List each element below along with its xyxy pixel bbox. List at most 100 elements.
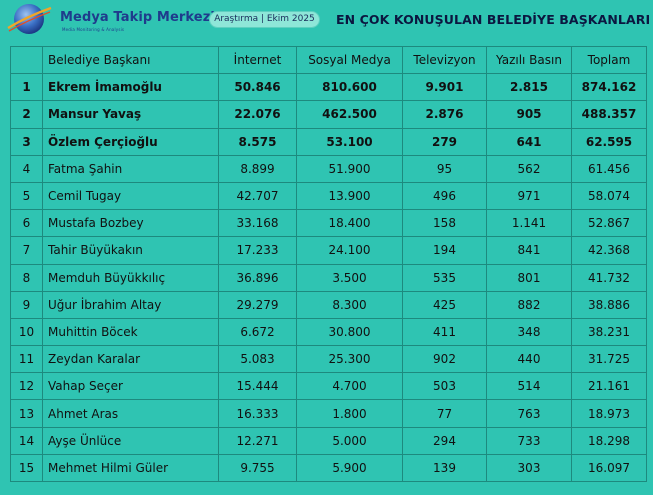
col-header-toplam: Toplam <box>571 45 647 75</box>
cell-internet: 17.233 <box>218 236 297 265</box>
table-row: 9 Uğur İbrahim Altay 29.279 8.300 425 882 38.8… <box>10 290 647 319</box>
cell-sosyal-medya: 462.500 <box>296 100 403 129</box>
cell-rank: 3 <box>10 127 43 156</box>
cell-toplam: 58.074 <box>571 181 647 211</box>
cell-rank: 11 <box>10 345 43 374</box>
cell-toplam: 41.732 <box>571 263 647 292</box>
table-row: 15 Mehmet Hilmi Güler 9.755 5.900 139 303 16.0… <box>10 453 647 483</box>
cell-toplam: 38.886 <box>571 290 647 319</box>
cell-sosyal-medya: 24.100 <box>296 236 403 265</box>
cell-sosyal-medya: 1.800 <box>296 399 403 428</box>
cell-sosyal-medya: 5.900 <box>296 453 403 483</box>
cell-televizyon: 294 <box>402 426 487 455</box>
cell-rank: 4 <box>10 154 43 183</box>
brand-tagline: Media Monitoring & Analysis <box>62 27 125 32</box>
cell-yazili-basin: 841 <box>486 236 572 265</box>
cell-rank: 10 <box>10 317 43 347</box>
table-row: 13 Ahmet Aras 16.333 1.800 77 763 18.973 <box>10 399 647 428</box>
cell-televizyon: 77 <box>402 399 487 428</box>
cell-toplam: 18.298 <box>571 426 647 455</box>
col-header-televizyon: Televizyon <box>402 45 487 75</box>
cell-name: Ekrem İmamoğlu <box>42 73 219 102</box>
cell-rank: 9 <box>10 290 43 319</box>
research-date-badge: Araştırma | Ekim 2025 <box>209 11 320 28</box>
cell-sosyal-medya: 810.600 <box>296 73 403 102</box>
cell-toplam: 16.097 <box>571 453 647 483</box>
cell-name: Muhittin Böcek <box>42 317 219 347</box>
cell-televizyon: 902 <box>402 345 487 374</box>
cell-televizyon: 194 <box>402 236 487 265</box>
cell-internet: 8.575 <box>218 127 297 156</box>
table-header-row: Belediye Başkanı İnternet Sosyal Medya T… <box>10 45 647 75</box>
cell-toplam: 488.357 <box>571 100 647 129</box>
cell-name: Ahmet Aras <box>42 399 219 428</box>
cell-televizyon: 425 <box>402 290 487 319</box>
cell-internet: 9.755 <box>218 453 297 483</box>
table-row: 8 Memduh Büyükkılıç 36.896 3.500 535 801 41.73… <box>10 263 647 292</box>
cell-televizyon: 496 <box>402 181 487 211</box>
cell-yazili-basin: 733 <box>486 426 572 455</box>
cell-rank: 6 <box>10 209 43 238</box>
table-row: 3 Özlem Çerçioğlu 8.575 53.100 279 641 62.595 <box>10 127 647 156</box>
brand-name: Medya Takip Merkezi <box>60 10 215 25</box>
cell-toplam: 42.368 <box>571 236 647 265</box>
table-row: 11 Zeydan Karalar 5.083 25.300 902 440 31.725 <box>10 345 647 374</box>
cell-sosyal-medya: 53.100 <box>296 127 403 156</box>
cell-toplam: 21.161 <box>571 372 647 401</box>
cell-yazili-basin: 971 <box>486 181 572 211</box>
cell-internet: 6.672 <box>218 317 297 347</box>
cell-sosyal-medya: 13.900 <box>296 181 403 211</box>
cell-toplam: 18.973 <box>571 399 647 428</box>
cell-toplam: 31.725 <box>571 345 647 374</box>
cell-rank: 1 <box>10 73 43 102</box>
cell-sosyal-medya: 5.000 <box>296 426 403 455</box>
cell-yazili-basin: 1.141 <box>486 209 572 238</box>
cell-sosyal-medya: 30.800 <box>296 317 403 347</box>
header-bar: Medya Takip Merkezi Media Monitoring & A… <box>0 0 653 40</box>
cell-name: Fatma Şahin <box>42 154 219 183</box>
cell-yazili-basin: 801 <box>486 263 572 292</box>
table-row: 5 Cemil Tugay 42.707 13.900 496 971 58.074 <box>10 181 647 211</box>
cell-televizyon: 503 <box>402 372 487 401</box>
cell-sosyal-medya: 25.300 <box>296 345 403 374</box>
cell-toplam: 62.595 <box>571 127 647 156</box>
cell-rank: 8 <box>10 263 43 292</box>
mayors-table: Belediye Başkanı İnternet Sosyal Medya T… <box>10 45 647 483</box>
cell-yazili-basin: 2.815 <box>486 73 572 102</box>
cell-toplam: 38.231 <box>571 317 647 347</box>
table-row: 14 Ayşe Ünlüce 12.271 5.000 294 733 18.298 <box>10 426 647 455</box>
cell-internet: 33.168 <box>218 209 297 238</box>
cell-toplam: 874.162 <box>571 73 647 102</box>
cell-yazili-basin: 641 <box>486 127 572 156</box>
cell-internet: 15.444 <box>218 372 297 401</box>
cell-internet: 29.279 <box>218 290 297 319</box>
cell-name: Mansur Yavaş <box>42 100 219 129</box>
globe-swoosh-logo-icon <box>7 4 52 34</box>
cell-televizyon: 411 <box>402 317 487 347</box>
table-row: 10 Muhittin Böcek 6.672 30.800 411 348 38.231 <box>10 317 647 347</box>
cell-televizyon: 279 <box>402 127 487 156</box>
cell-internet: 50.846 <box>218 73 297 102</box>
cell-yazili-basin: 882 <box>486 290 572 319</box>
cell-internet: 42.707 <box>218 181 297 211</box>
cell-rank: 2 <box>10 100 43 129</box>
table-row: 7 Tahir Büyükakın 17.233 24.100 194 841 42.368 <box>10 236 647 265</box>
cell-televizyon: 95 <box>402 154 487 183</box>
col-header-yazili-basin: Yazılı Basın <box>486 45 572 75</box>
cell-name: Vahap Seçer <box>42 372 219 401</box>
cell-yazili-basin: 514 <box>486 372 572 401</box>
table-row: 4 Fatma Şahin 8.899 51.900 95 562 61.456 <box>10 154 647 183</box>
cell-yazili-basin: 562 <box>486 154 572 183</box>
cell-internet: 16.333 <box>218 399 297 428</box>
cell-internet: 8.899 <box>218 154 297 183</box>
table-row: 2 Mansur Yavaş 22.076 462.500 2.876 905 488.35… <box>10 100 647 129</box>
col-header-rank <box>10 45 43 75</box>
cell-televizyon: 158 <box>402 209 487 238</box>
cell-televizyon: 139 <box>402 453 487 483</box>
cell-name: Ayşe Ünlüce <box>42 426 219 455</box>
table-row: 6 Mustafa Bozbey 33.168 18.400 158 1.141 52.86… <box>10 209 647 238</box>
cell-name: Tahir Büyükakın <box>42 236 219 265</box>
cell-sosyal-medya: 3.500 <box>296 263 403 292</box>
cell-rank: 14 <box>10 426 43 455</box>
cell-sosyal-medya: 8.300 <box>296 290 403 319</box>
